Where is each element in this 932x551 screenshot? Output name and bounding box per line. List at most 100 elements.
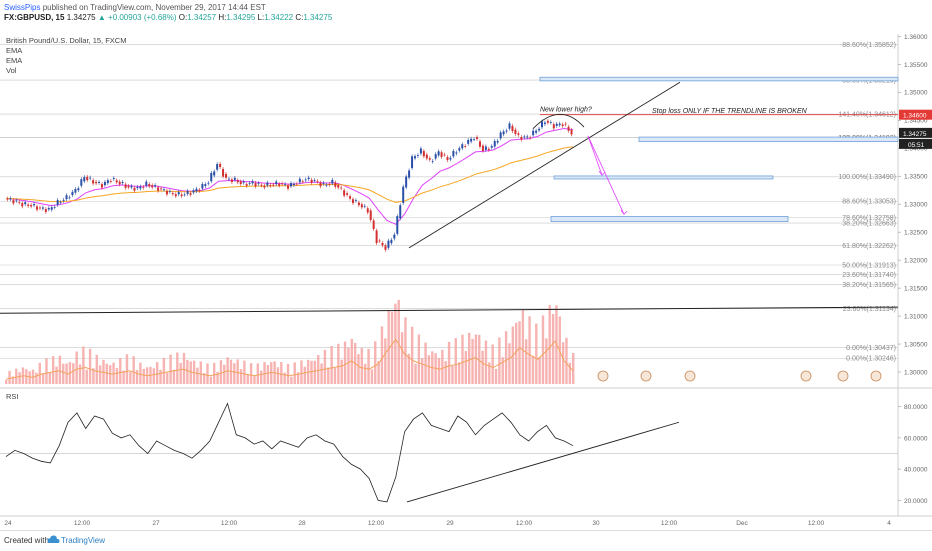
price-chart[interactable]: 88.60%(1.35852)88.60%(1.35219)141.40%(1.…	[0, 0, 932, 530]
last-price: 1.34275	[66, 13, 96, 22]
volume-bar	[38, 362, 41, 384]
candle-body	[59, 202, 62, 203]
volume-bar	[471, 338, 474, 384]
candle-body	[289, 183, 292, 187]
time-tick-label: 12:00	[368, 520, 385, 527]
volume-bar	[78, 364, 82, 384]
economic-event-icons[interactable]	[597, 370, 882, 382]
vol-legend[interactable]: Vol	[6, 66, 17, 75]
candle-body	[109, 181, 112, 182]
volume-bar	[162, 357, 166, 384]
volume-bar	[478, 334, 481, 384]
candle-body	[422, 151, 425, 157]
volume-bar	[82, 346, 85, 384]
candle-body	[414, 156, 417, 159]
candle-body	[357, 202, 360, 206]
volume-bar	[454, 338, 457, 384]
series-title[interactable]: British Pound/U.S. Dollar, 15, FXCM	[6, 36, 127, 45]
volume-bar	[129, 371, 132, 384]
candle-body	[219, 163, 222, 167]
candle-body	[481, 145, 484, 151]
volume-bar	[360, 347, 364, 384]
fib-label: 38.20%(1.32663)	[842, 220, 896, 227]
volume-bar	[196, 367, 199, 384]
volume-bar	[400, 332, 404, 384]
ema-legend-2[interactable]: EMA	[6, 56, 23, 65]
volume-ma-line	[5, 338, 574, 380]
volume-bar	[283, 372, 286, 384]
candle-body	[535, 130, 538, 133]
candle-body	[272, 184, 275, 186]
event-flag-icon	[870, 370, 882, 382]
event-flag-icon	[684, 370, 696, 382]
candle-body	[478, 141, 481, 147]
arrow-head	[598, 170, 606, 176]
volume-bar	[159, 369, 162, 384]
candle-body	[476, 137, 479, 139]
ema-legend-1[interactable]: EMA	[6, 46, 23, 55]
volume-bar	[494, 368, 498, 384]
volume-bar	[414, 363, 417, 384]
candle-body	[449, 157, 452, 160]
volume-bar	[270, 362, 273, 384]
volume-bar	[417, 334, 421, 384]
event-icon[interactable]	[870, 370, 882, 382]
author-link[interactable]: SwissPips	[4, 3, 41, 12]
volume-bar	[290, 376, 293, 384]
time-tick-label: 12:00	[808, 520, 825, 527]
candle-body	[354, 200, 357, 201]
event-icon[interactable]	[640, 370, 652, 382]
stop-loss-annotation: Stop loss ONLY IF THE TRENDLINE IS BROKE…	[652, 108, 808, 115]
candle-body	[112, 178, 115, 180]
candle-body	[411, 156, 414, 169]
candle-body	[180, 194, 183, 197]
candle-body	[151, 185, 154, 188]
candle-body	[464, 146, 467, 147]
volume-bar	[310, 360, 313, 384]
candle-body	[402, 186, 405, 203]
fib-label: 50.00%(1.31913)	[842, 262, 896, 269]
candle-body	[473, 139, 476, 141]
price-tick-label: 1.30500	[904, 341, 928, 348]
candle-body	[227, 178, 230, 180]
candle-body	[201, 183, 204, 189]
volume-bar	[216, 371, 219, 384]
volume-bar	[109, 365, 112, 384]
volume-bar	[233, 363, 236, 384]
event-icon[interactable]	[684, 370, 696, 382]
event-icon[interactable]	[837, 370, 849, 382]
candle-body	[319, 182, 322, 187]
ohlc-line: FX:GBPUSD, 15 1.34275 ▲ +0.00903 (+0.68%…	[4, 13, 332, 22]
volume-bar	[256, 363, 260, 384]
volume-bar	[213, 362, 216, 384]
countdown-marker	[899, 138, 932, 149]
volume-bar	[189, 361, 192, 384]
candle-body	[192, 190, 195, 193]
tradingview-brand[interactable]: TradingView	[61, 536, 106, 545]
candle-body	[490, 146, 493, 148]
projection-arrow	[587, 135, 603, 176]
volume-bar	[236, 359, 239, 384]
volume-bar	[565, 337, 568, 384]
volume-bar	[481, 350, 484, 384]
candle-body	[505, 130, 508, 132]
event-icon[interactable]	[800, 370, 812, 382]
ema-slow-line	[5, 146, 574, 203]
price-tick-label: 1.31000	[904, 313, 928, 320]
rsi-legend[interactable]: RSI	[6, 392, 19, 401]
candle-body	[50, 207, 53, 210]
symbol-label[interactable]: FX:GBPUSD, 15	[4, 13, 65, 22]
open-label: O:	[178, 13, 188, 22]
candle-body	[307, 177, 310, 180]
candle-body	[213, 171, 216, 176]
rsi-tick-label: 60.0000	[904, 435, 928, 442]
volume-bar	[266, 365, 270, 384]
candle-body	[165, 190, 168, 195]
price-markers: 1.34600 1.34275 05:51	[899, 109, 932, 149]
volume-bar	[176, 352, 179, 384]
volume-bar	[320, 363, 323, 384]
candle-body	[225, 173, 228, 178]
price-tick-label: 1.34500	[904, 118, 928, 125]
volume-bar	[535, 323, 538, 384]
event-icon[interactable]	[597, 370, 609, 382]
